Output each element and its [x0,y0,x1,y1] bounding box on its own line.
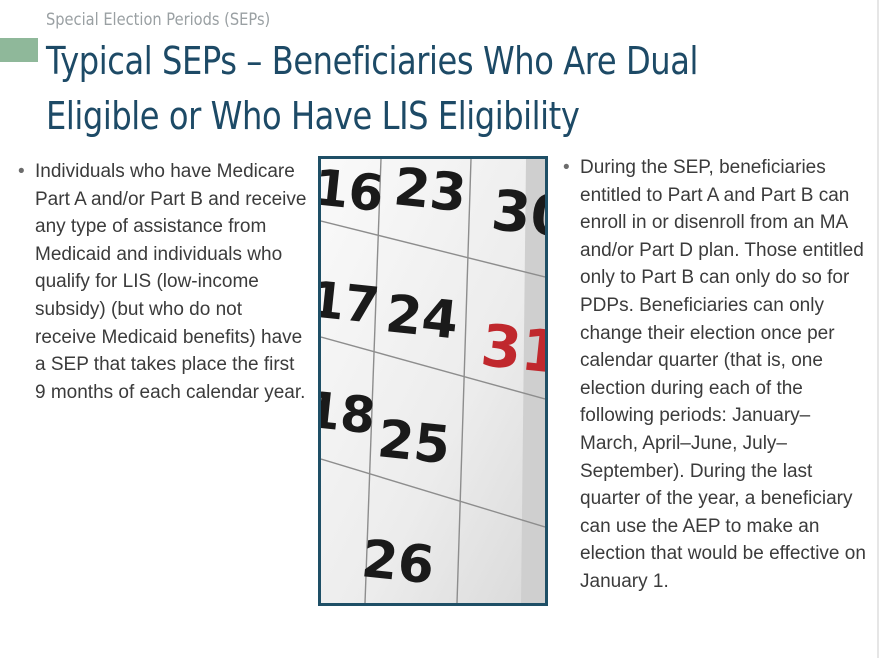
calendar-number: 24 [383,284,461,351]
slide-title: Typical SEPs – Beneficiaries Who Are Dua… [46,39,698,138]
bullet-dot: • [18,161,25,182]
calendar-number: 25 [375,409,453,476]
bullet-text: During the SEP, beneficiaries entitled t… [580,157,866,592]
calendar-number: 23 [391,159,469,225]
slide-edge-divider [877,0,879,658]
bullet-item: • During the SEP, beneficiaries entitled… [563,154,868,596]
section-label: Special Election Periods (SEPs) [46,10,271,30]
bullet-item: • Individuals who have Medicare Part A a… [18,158,308,406]
title-accent-bar [0,38,38,62]
calendar-number: 26 [359,529,437,596]
left-text-column: • Individuals who have Medicare Part A a… [18,158,308,406]
right-text-column: • During the SEP, beneficiaries entitled… [563,154,868,596]
calendar-number: 30 [488,178,545,251]
calendar-illustration: 16 23 30 17 24 31 18 25 26 [321,159,545,603]
calendar-number: 16 [321,159,386,223]
bullet-dot: • [563,157,570,178]
bullet-text: Individuals who have Medicare Part A and… [35,161,307,403]
calendar-number: 18 [321,380,378,445]
calendar-number-highlighted: 31 [478,311,545,387]
calendar-number: 17 [321,270,382,335]
calendar-photo: 16 23 30 17 24 31 18 25 26 [318,156,548,606]
